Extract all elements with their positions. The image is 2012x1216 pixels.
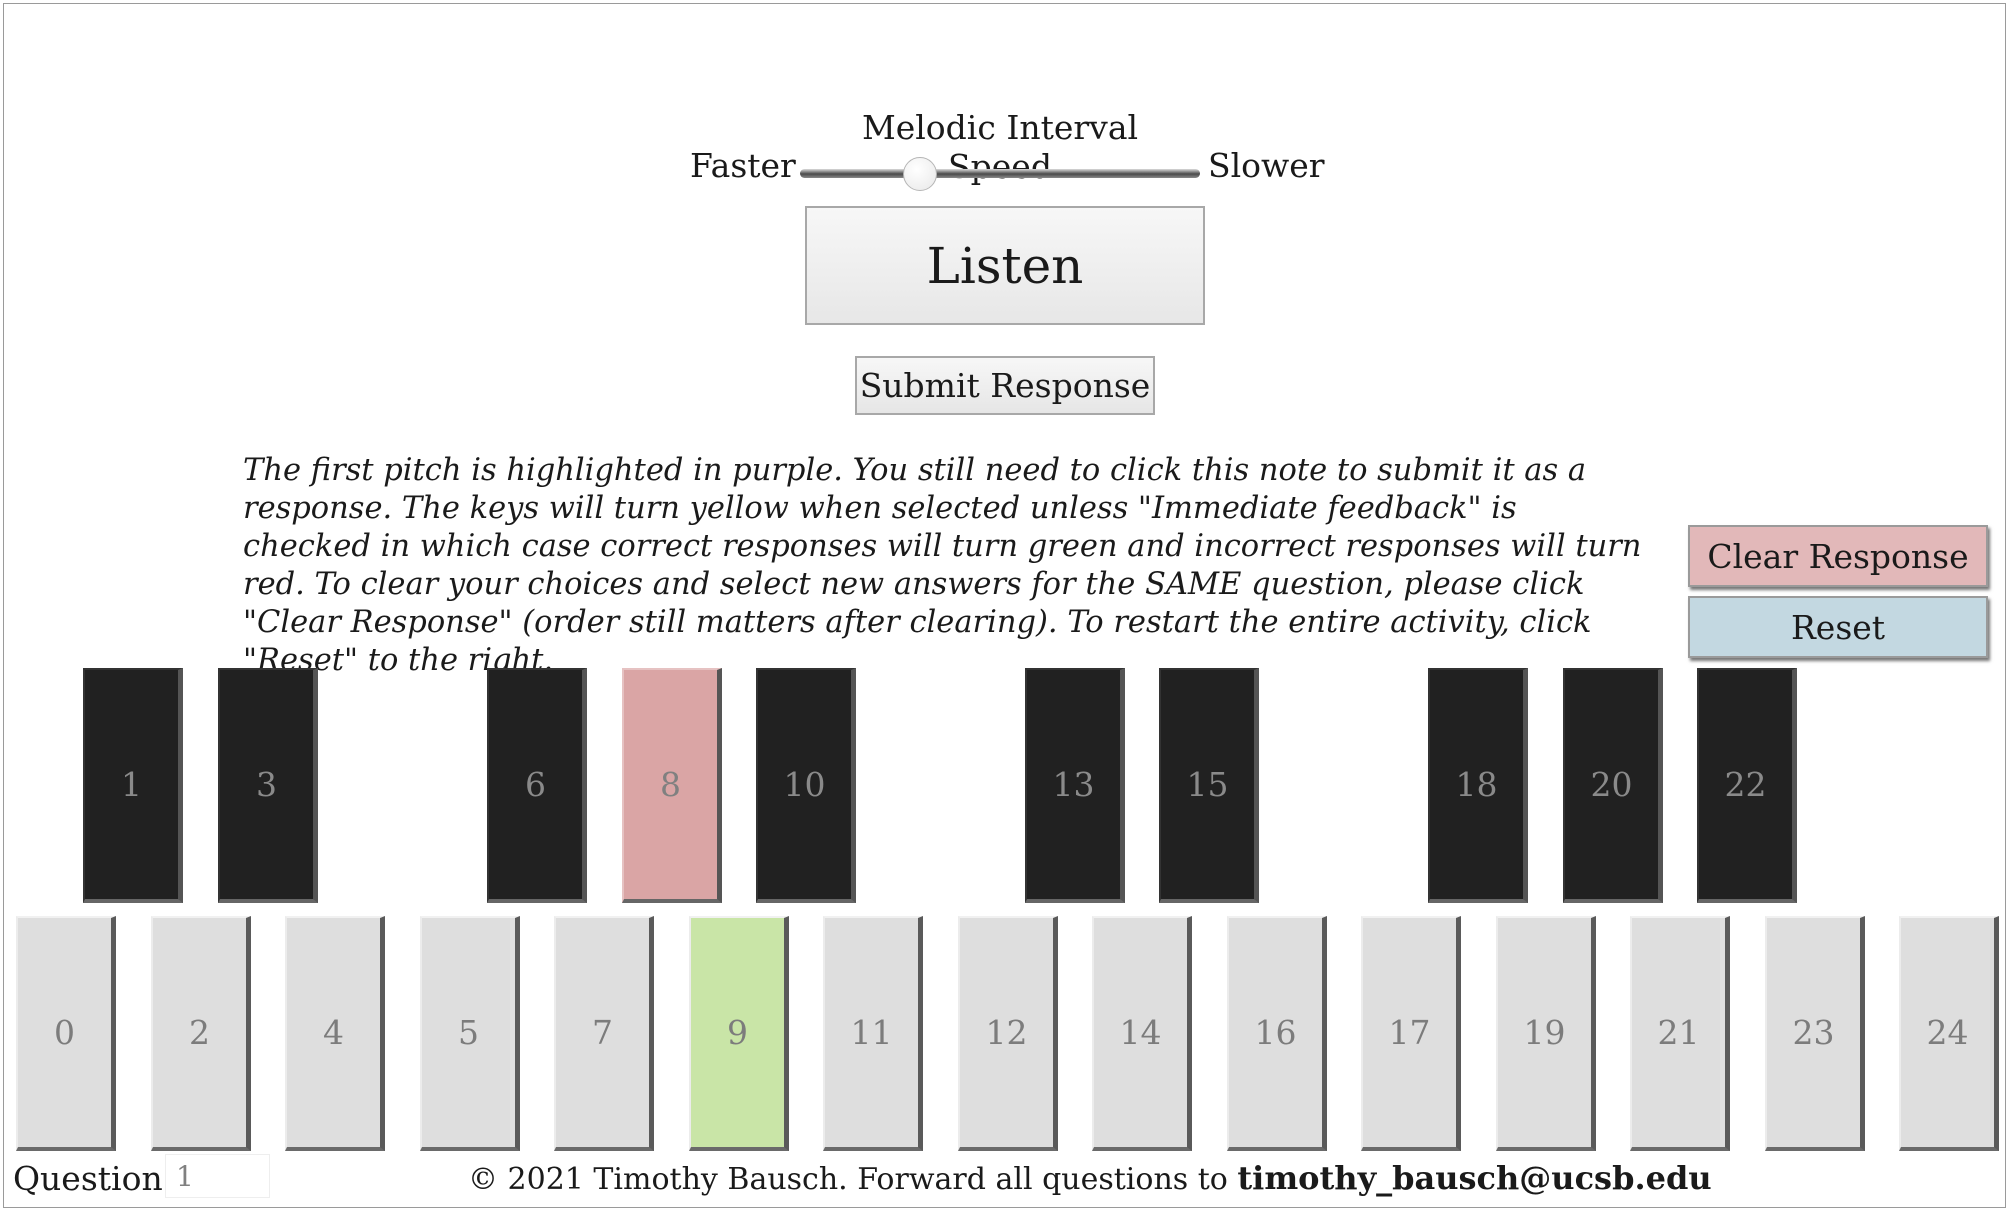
instructions-text: The first pitch is highlighted in purple… [243, 453, 1642, 678]
piano-key-5[interactable]: 5 [420, 916, 520, 1151]
piano-key-4[interactable]: 4 [285, 916, 385, 1151]
speed-title: Melodic Interval Speed [861, 108, 1139, 186]
listen-button[interactable]: Listen [805, 206, 1205, 325]
piano-key-19[interactable]: 19 [1496, 916, 1596, 1151]
piano-key-7[interactable]: 7 [554, 916, 654, 1151]
piano-key-13[interactable]: 13 [1025, 668, 1125, 903]
faster-label: Faster [690, 146, 796, 185]
piano-key-17[interactable]: 17 [1361, 916, 1461, 1151]
piano-key-6[interactable]: 6 [487, 668, 587, 903]
piano-key-9[interactable]: 9 [689, 916, 789, 1151]
copyright-text: © 2021 Timothy Bausch. Forward all quest… [468, 1162, 1238, 1197]
piano-key-22[interactable]: 22 [1697, 668, 1797, 903]
piano-key-24[interactable]: 24 [1899, 916, 1999, 1151]
piano-key-14[interactable]: 14 [1092, 916, 1192, 1151]
submit-response-button[interactable]: Submit Response [855, 356, 1155, 415]
piano-key-10[interactable]: 10 [756, 668, 856, 903]
reset-button[interactable]: Reset [1688, 596, 1988, 658]
piano-key-18[interactable]: 18 [1428, 668, 1528, 903]
piano-key-11[interactable]: 11 [823, 916, 923, 1151]
speed-slider-thumb[interactable] [903, 157, 937, 191]
question-label: Question: [13, 1159, 174, 1198]
piano-key-3[interactable]: 3 [218, 668, 318, 903]
piano-key-15[interactable]: 15 [1159, 668, 1259, 903]
piano-key-23[interactable]: 23 [1765, 916, 1865, 1151]
clear-response-button[interactable]: Clear Response [1688, 525, 1988, 587]
activity-frame [3, 3, 2006, 1208]
piano-key-1[interactable]: 1 [83, 668, 183, 903]
piano-key-2[interactable]: 2 [151, 916, 251, 1151]
copyright-notice: © 2021 Timothy Bausch. Forward all quest… [468, 1159, 1712, 1197]
piano-key-12[interactable]: 12 [958, 916, 1058, 1151]
question-number-input[interactable] [165, 1154, 270, 1198]
piano-key-20[interactable]: 20 [1563, 668, 1663, 903]
piano-key-8[interactable]: 8 [622, 668, 722, 903]
slower-label: Slower [1208, 146, 1325, 185]
speed-slider[interactable] [800, 169, 1200, 178]
piano-key-0[interactable]: 0 [16, 916, 116, 1151]
contact-email: timothy_bausch@ucsb.edu [1237, 1159, 1712, 1197]
piano-key-21[interactable]: 21 [1630, 916, 1730, 1151]
piano-key-16[interactable]: 16 [1227, 916, 1327, 1151]
